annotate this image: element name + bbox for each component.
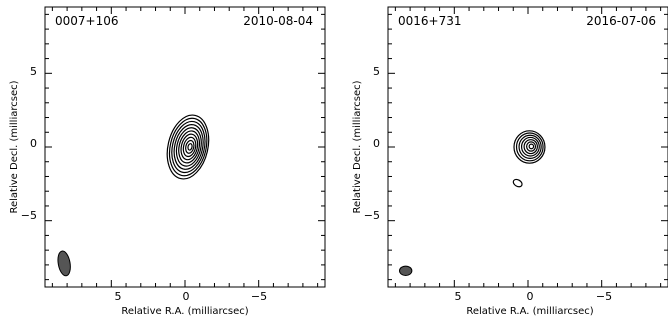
beam-group [398, 265, 413, 277]
x-tick-label: −5 [596, 290, 612, 303]
contour-level [526, 141, 537, 152]
x-tick-label: 5 [455, 290, 462, 303]
x-axis-label: Relative R.A. (milliarcsec) [466, 306, 593, 317]
beam-ellipse [398, 265, 413, 277]
date-label: 2010-08-04 [243, 14, 313, 28]
contour-level [171, 120, 206, 174]
contour-level [178, 130, 201, 164]
x-axis-label: Relative R.A. (milliarcsec) [121, 306, 248, 317]
contour-group [166, 114, 210, 180]
contour-level [175, 127, 202, 167]
date-label: 2016-07-06 [586, 14, 656, 28]
x-tick-label: 0 [183, 290, 190, 303]
contour-level [173, 124, 204, 170]
contour-level [168, 117, 208, 177]
secondary-component [512, 178, 523, 188]
x-tick-label: 5 [115, 290, 122, 303]
y-tick-label: 0 [373, 137, 380, 150]
contour-level [520, 136, 540, 157]
y-tick-label: 0 [30, 137, 37, 150]
plot-frame [387, 6, 668, 288]
contour-level [513, 130, 546, 164]
contour-level [515, 132, 544, 162]
contour-level [166, 114, 210, 180]
contour-level [187, 143, 193, 151]
beam-ellipse [57, 250, 71, 277]
plot-frame [44, 6, 326, 288]
contour-level [528, 143, 535, 150]
contour-group [512, 130, 546, 188]
panel-0016-731: 0016+731 2016-07-06 5 0 −5 5 0 −5 Relati… [352, 6, 668, 317]
y-tick-label: −5 [364, 209, 380, 222]
contour-level [523, 139, 538, 155]
y-axis-label: Relative Decl. (milliarcsec) [9, 80, 20, 213]
beam-group [57, 250, 71, 277]
y-tick-label: 5 [30, 65, 37, 78]
y-axis-label: Relative Decl. (milliarcsec) [352, 80, 363, 213]
contour-level [185, 139, 195, 154]
panel-0007-106: 0007+106 2010-08-04 5 0 −5 5 0 −5 Relati… [9, 6, 326, 317]
y-tick-label: −5 [21, 209, 37, 222]
x-tick-label: 0 [527, 290, 534, 303]
source-label: 0007+106 [55, 14, 119, 28]
tick-marks [45, 7, 325, 287]
contour-level [518, 134, 542, 159]
y-tick-label: 5 [373, 65, 380, 78]
source-label: 0016+731 [398, 14, 462, 28]
contour-level [180, 133, 199, 161]
x-tick-label: −5 [251, 290, 267, 303]
contour-level [182, 136, 197, 158]
tick-marks [388, 7, 668, 287]
